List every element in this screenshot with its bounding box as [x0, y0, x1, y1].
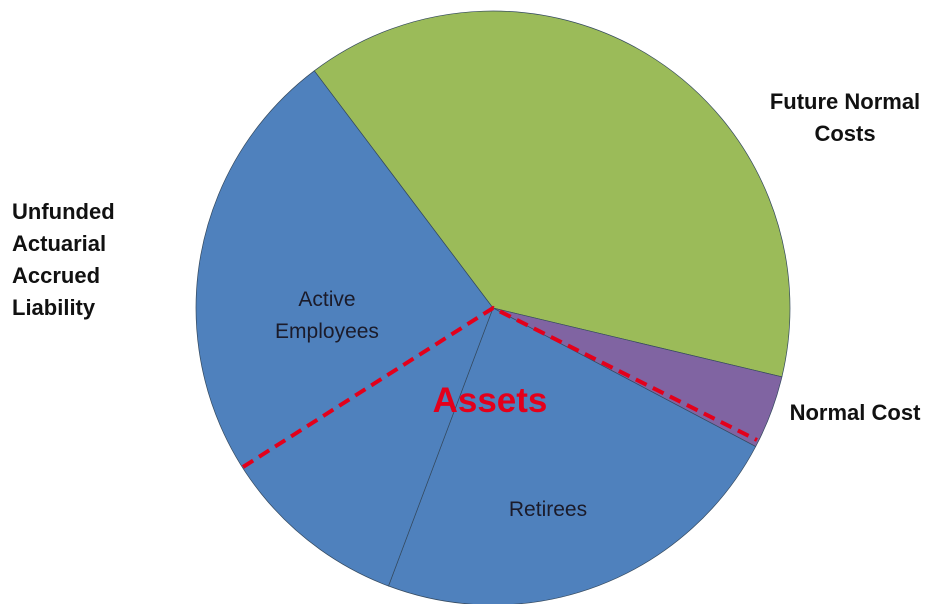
slices: [195, 10, 791, 604]
pie-slice: [388, 307, 757, 604]
annotation: Assets: [432, 381, 548, 420]
slice-label: Active Employees: [275, 288, 379, 343]
slice-label: Normal Cost: [789, 400, 921, 425]
pie-slice: [313, 10, 791, 378]
slice-label: Future Normal Costs: [769, 89, 921, 146]
assets-boundary: [241, 305, 758, 469]
slice-label: Retirees: [508, 498, 588, 521]
annotation: Unfunded Actuarial Accrued Liability: [12, 199, 115, 320]
pie-slice: [195, 70, 494, 587]
